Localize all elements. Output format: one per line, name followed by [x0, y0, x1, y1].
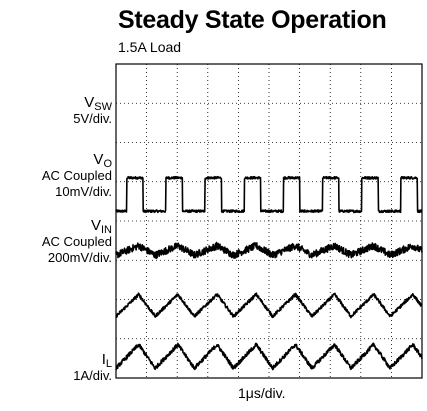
trace-subscript: IN	[101, 224, 112, 236]
x-axis-label: 1μs/div.	[238, 385, 286, 401]
trace-symbol: V	[90, 217, 101, 234]
chart-subtitle: 1.5A Load	[118, 39, 182, 55]
trace-subscript: L	[105, 358, 112, 370]
trace-symbol: I	[101, 351, 106, 368]
trace-symbol: V	[93, 151, 104, 168]
trace-label-il: IL 1A/div.	[73, 352, 112, 384]
trace-label-vsw: VSW 5V/div.	[73, 95, 112, 127]
trace-symbol: V	[84, 94, 95, 111]
trace-vsw	[115, 175, 423, 214]
chart-title: Steady State Operation	[118, 6, 387, 34]
trace-subscript: SW	[94, 101, 112, 113]
trace-scale: 1A/div.	[73, 368, 112, 383]
trace-subscript: O	[103, 158, 112, 170]
trace-coupling: AC Coupled	[41, 234, 112, 249]
trace-vin	[115, 292, 423, 319]
trace-scale: 200mV/div.	[47, 250, 112, 265]
trace-scale: 5V/div.	[73, 111, 112, 126]
trace-coupling: AC Coupled	[41, 168, 112, 183]
trace-label-vin: VIN AC Coupled 200mV/div.	[42, 218, 112, 266]
trace-label-vo: VO AC Coupled 10mV/div.	[42, 152, 112, 200]
trace-vo	[115, 241, 423, 260]
trace-scale: 10mV/div.	[55, 184, 112, 199]
trace-il	[115, 342, 423, 371]
